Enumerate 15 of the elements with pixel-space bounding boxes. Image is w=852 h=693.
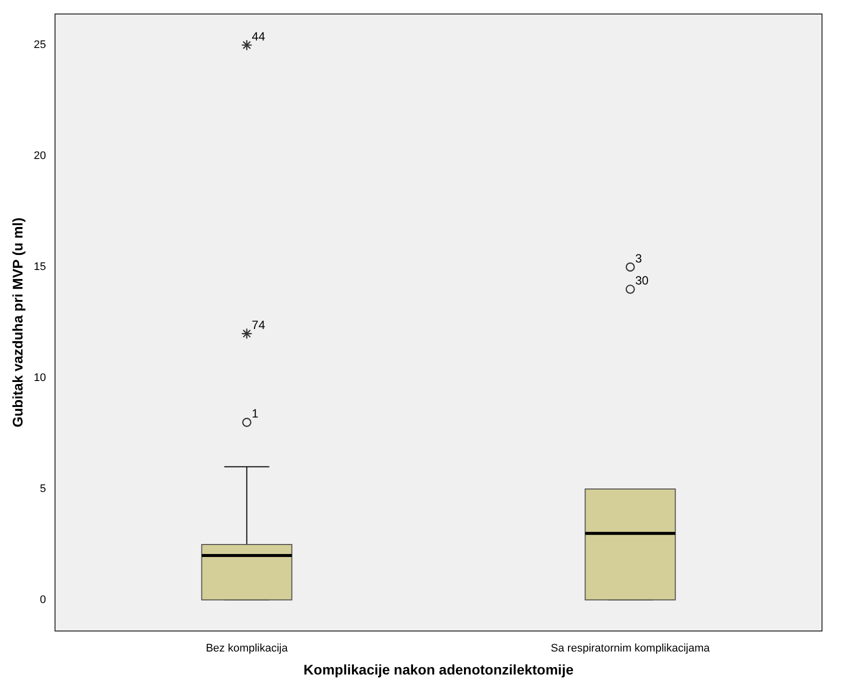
y-tick-label: 25 <box>34 39 46 52</box>
y-tick-label: 5 <box>40 482 46 495</box>
y-axis-title: Gubitak vazduha pri MVP (u ml) <box>9 218 26 428</box>
annotation: 1 <box>252 406 259 421</box>
x-axis-title: Komplikacije nakon adenotonzilektomije <box>304 661 574 678</box>
y-tick-label: 10 <box>34 372 46 384</box>
y-tick-label: 20 <box>34 150 46 162</box>
x-tick-label: Bez komplikacija <box>206 642 289 655</box>
annotation: 30 <box>635 274 649 288</box>
annotation: 44 <box>252 29 266 44</box>
y-tick-label: 15 <box>34 261 46 274</box>
annotation: 74 <box>252 318 266 332</box>
annotation: 3 <box>635 251 642 266</box>
y-tick-label: 0 <box>40 594 46 606</box>
x-tick-label: Sa respiratornim komplikacijama <box>550 642 711 655</box>
